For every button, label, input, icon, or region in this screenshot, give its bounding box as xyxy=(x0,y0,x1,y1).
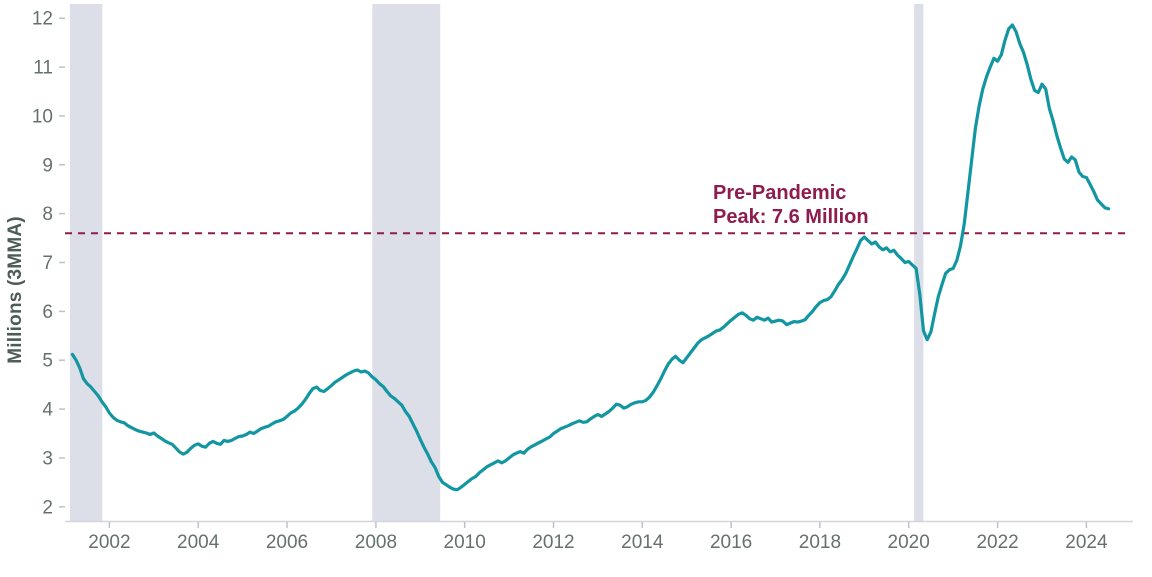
x-tick-label: 2020 xyxy=(888,532,930,553)
x-tick-label: 2014 xyxy=(621,532,664,553)
y-tick-label: 9 xyxy=(42,155,53,176)
x-tick-label: 2022 xyxy=(976,532,1018,553)
y-tick-label: 4 xyxy=(42,400,53,421)
x-tick-label: 2008 xyxy=(355,532,397,553)
x-tick-label: 2018 xyxy=(799,532,841,553)
y-tick-label: 10 xyxy=(32,106,53,127)
y-axis-title: Millions (3MMA) xyxy=(5,216,26,364)
y-tick-label: 3 xyxy=(42,449,53,470)
y-tick-label: 8 xyxy=(42,204,53,225)
recession-band xyxy=(69,4,103,521)
y-tick-label: 5 xyxy=(42,351,53,372)
job-openings-line xyxy=(70,23,1111,492)
x-tick-label: 2006 xyxy=(266,532,308,553)
y-tick-label: 12 xyxy=(32,9,53,30)
x-tick-label: 2012 xyxy=(532,532,574,553)
y-tick-label: 6 xyxy=(42,302,53,323)
x-tick-label: 2024 xyxy=(1065,532,1108,553)
x-tick-label: 2016 xyxy=(710,532,752,553)
x-tick-label: 2004 xyxy=(177,532,220,553)
x-tick-label: 2010 xyxy=(444,532,486,553)
recession-band xyxy=(372,4,441,521)
y-tick-label: 2 xyxy=(42,497,53,518)
annotation-line-1: Pre-Pandemic xyxy=(713,182,847,204)
annotation-line-2: Peak: 7.6 Million xyxy=(713,206,869,229)
y-tick-label: 11 xyxy=(33,58,53,79)
x-tick-label: 2002 xyxy=(88,532,130,553)
y-tick-label: 7 xyxy=(42,253,53,274)
recession-band xyxy=(914,4,924,521)
annotation-pre-pandemic-peak: Pre-Pandemic Peak: 7.6 Million xyxy=(713,181,869,230)
